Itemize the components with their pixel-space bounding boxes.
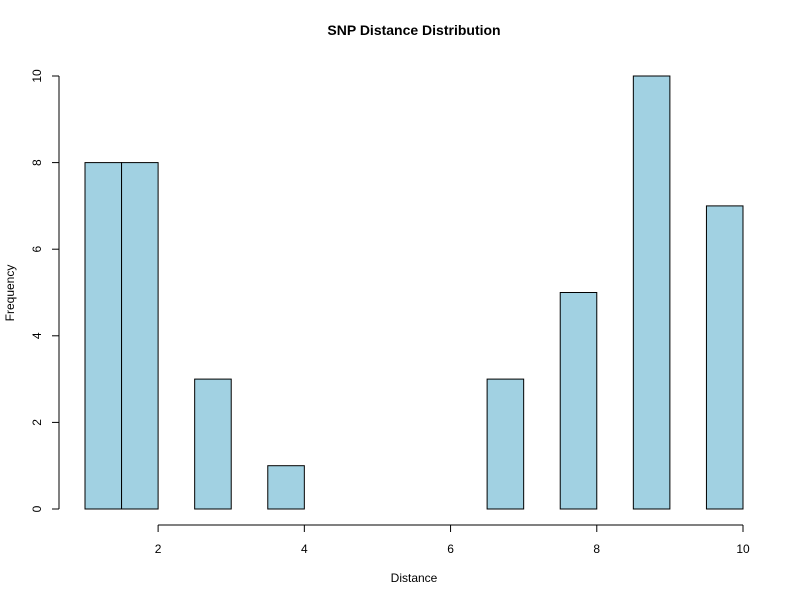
y-tick-label-4: 4 — [30, 332, 44, 339]
bars-group — [84, 75, 744, 510]
y-tick-label-10: 10 — [30, 69, 44, 83]
histogram-bar-14 — [559, 292, 598, 510]
y-axis: 0 2 4 6 8 10 — [30, 69, 60, 512]
x-tick-label-10: 10 — [736, 542, 750, 556]
x-axis: 2 4 6 8 10 — [155, 524, 750, 556]
x-axis-title: Distance — [391, 571, 438, 585]
chart-title: SNP Distance Distribution — [327, 22, 500, 38]
histogram-bar-18 — [705, 205, 744, 510]
histogram-bar-4 — [194, 378, 232, 510]
x-tick-label-8: 8 — [593, 542, 600, 556]
histogram-bar-6 — [267, 465, 305, 510]
y-axis-title: Frequency — [3, 265, 17, 322]
x-tick-label-4: 4 — [301, 542, 308, 556]
y-tick-label-2: 2 — [30, 419, 44, 426]
y-tick-label-0: 0 — [30, 505, 44, 512]
y-tick-label-6: 6 — [30, 246, 44, 253]
x-tick-label-2: 2 — [155, 542, 162, 556]
histogram-bar-2 — [121, 162, 159, 510]
histogram-bar-1 — [84, 162, 123, 510]
x-tick-label-6: 6 — [447, 542, 454, 556]
histogram-bar-16 — [632, 75, 671, 510]
histogram-bar-12 — [486, 378, 525, 510]
y-tick-label-8: 8 — [30, 159, 44, 166]
